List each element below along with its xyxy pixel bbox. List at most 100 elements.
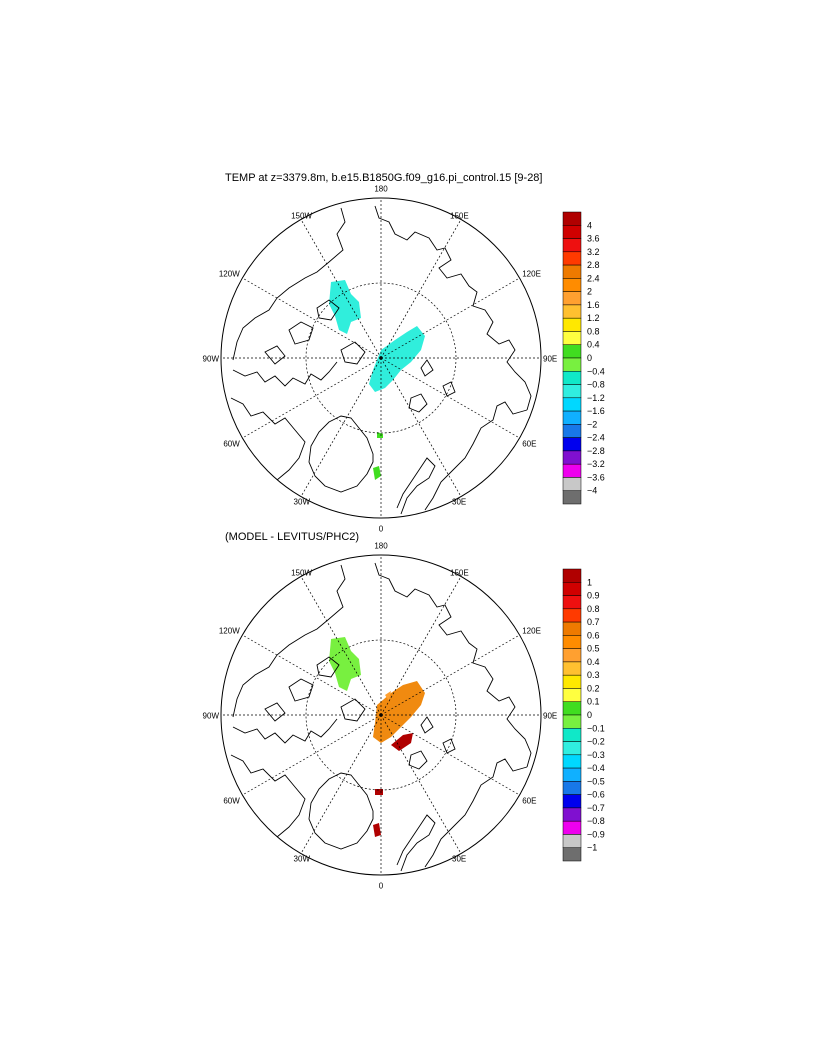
colorbar-label: −0.2 <box>587 737 605 747</box>
longitude-label: 60W <box>223 797 240 806</box>
meridian-line <box>242 357 382 439</box>
panel-title-difference: (MODEL - LEVITUS/PHC2) <box>225 531 360 543</box>
colorbar-swatch <box>562 490 582 505</box>
coastline-10 <box>340 698 366 722</box>
colorbar-label: −3.6 <box>587 472 605 482</box>
meridian-line <box>380 576 462 716</box>
colorbar-swatch <box>562 794 582 809</box>
meridian-line <box>380 219 462 359</box>
colorbar-swatch <box>562 847 582 862</box>
panel-title-temp: TEMP at z=3379.8m, b.e15.B1850G.f09_g16.… <box>225 172 543 184</box>
longitude-label: 120E <box>522 270 541 279</box>
longitude-label: 150W <box>291 211 312 220</box>
longitude-label: 90E <box>543 355 557 364</box>
coastline-11 <box>408 393 428 413</box>
colorbar-label: 0.7 <box>587 617 600 627</box>
colorbar-label: 1 <box>587 577 592 587</box>
colorbar-swatch <box>562 331 582 345</box>
colorbar-swatch <box>562 424 582 438</box>
colorbar-label: −3.2 <box>587 459 605 469</box>
colorbar-swatch <box>562 238 582 253</box>
colorbar-label: 0.2 <box>587 683 600 693</box>
data-field-1 <box>369 326 425 392</box>
meridian-line <box>380 357 462 497</box>
colorbar-label: −0.5 <box>587 776 605 786</box>
coastline-13 <box>442 738 456 754</box>
meridian-line <box>380 277 520 359</box>
colorbar-swatch <box>562 674 582 689</box>
coastline-12 <box>420 716 434 734</box>
coastline-9 <box>264 702 286 722</box>
colorbar-swatch <box>562 781 582 795</box>
longitude-label: 150E <box>450 568 469 577</box>
longitude-label: 180 <box>374 185 388 194</box>
colorbar-swatch <box>562 251 582 266</box>
colorbar: 1 0.9 0.8 0.7 0.6 0.5 0.4 0.3 0.2 0.1 0 −0.1 −0.2 −0.… <box>562 568 605 862</box>
colorbar-label: 0.8 <box>587 604 600 614</box>
colorbar-swatch <box>562 767 582 782</box>
colorbar-swatch <box>562 714 582 729</box>
coastline-2 <box>396 814 436 872</box>
colorbar-label: 3.2 <box>587 247 600 257</box>
longitude-label: 90W <box>203 712 220 721</box>
colorbar-label: −2.4 <box>587 433 605 443</box>
meridian-line <box>300 714 382 854</box>
colorbar-swatch <box>562 741 582 756</box>
colorbar-swatch <box>562 304 582 319</box>
colorbar-label: −4 <box>587 486 597 496</box>
colorbar-swatch <box>562 291 582 306</box>
colorbar-label: 0.4 <box>587 340 600 350</box>
coastline-5 <box>232 718 338 744</box>
colorbar-label: 0 <box>587 710 592 720</box>
colorbar-label: 0.1 <box>587 697 600 707</box>
data-field-3 <box>373 466 381 480</box>
colorbar-label: 0.3 <box>587 670 600 680</box>
longitude-label: 30E <box>452 855 466 864</box>
longitude-label: 90E <box>543 712 557 721</box>
data-field-4 <box>375 789 383 795</box>
coastline-4 <box>232 207 346 361</box>
coastline-3 <box>308 415 374 493</box>
colorbar-label: 3.6 <box>587 234 600 244</box>
colorbar-label: −0.7 <box>587 803 605 813</box>
meridian-line <box>300 576 382 716</box>
colorbar-swatch <box>562 264 582 279</box>
colorbar-label: 2.8 <box>587 260 600 270</box>
data-field-1 <box>373 681 425 743</box>
colorbar-swatch <box>562 661 582 676</box>
colorbar-swatch <box>562 820 582 835</box>
data-field-2 <box>377 432 383 438</box>
colorbar-label: −1 <box>587 843 597 853</box>
colorbar-label: −0.8 <box>587 380 605 390</box>
data-field-0 <box>329 280 361 334</box>
colorbar-label: 1.2 <box>587 313 600 323</box>
colorbar-swatch <box>562 688 582 702</box>
colorbar-label: 0.9 <box>587 591 600 601</box>
map-boundary <box>220 197 542 519</box>
colorbar-swatch <box>562 225 582 239</box>
longitude-label: 60W <box>223 440 240 449</box>
colorbar-swatch <box>562 648 582 663</box>
colorbar-swatch <box>562 701 582 716</box>
colorbar-label: −0.4 <box>587 366 605 376</box>
data-field-5 <box>373 823 381 837</box>
colorbar-label: 2.4 <box>587 273 600 283</box>
longitude-label: 120E <box>522 627 541 636</box>
colorbar-swatch <box>562 450 582 465</box>
colorbar-swatch <box>562 621 582 636</box>
colorbar-swatch <box>562 437 582 452</box>
colorbar-swatch <box>562 608 582 623</box>
longitude-label: 30W <box>294 498 311 507</box>
longitude-label: 150W <box>291 568 312 577</box>
coastline-8 <box>316 299 340 321</box>
colorbar-swatch <box>562 477 582 491</box>
colorbar-label: 2 <box>587 287 592 297</box>
latitude-circle <box>305 639 457 791</box>
coastline-6 <box>230 754 306 860</box>
longitude-label: 30E <box>452 498 466 507</box>
colorbar-swatch <box>562 754 582 769</box>
longitude-label: 90W <box>203 355 220 364</box>
coastline-5 <box>232 361 338 387</box>
colorbar-label: 0.6 <box>587 630 600 640</box>
colorbar-label: −1.6 <box>587 406 605 416</box>
